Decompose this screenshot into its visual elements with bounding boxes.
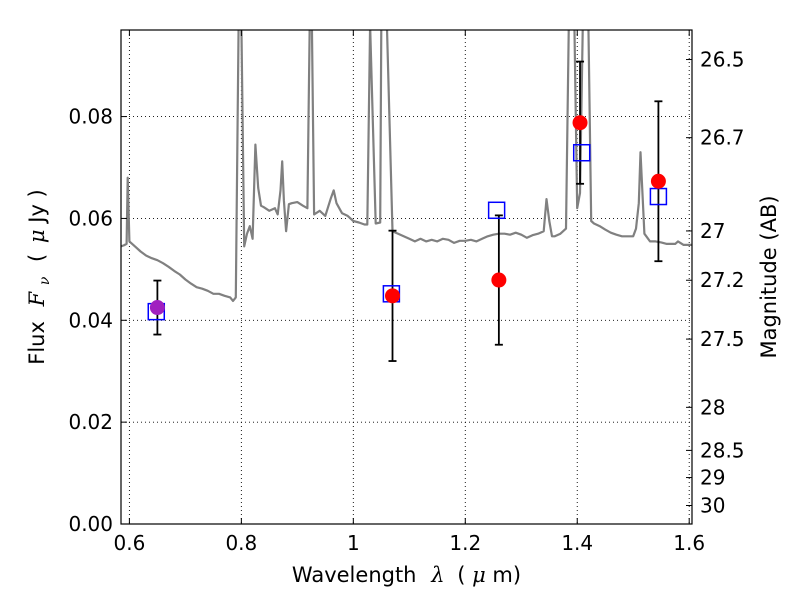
- y2-tick-label: 28: [700, 395, 725, 419]
- observed-point: [572, 115, 588, 131]
- y-axis-label-subscript: ν: [37, 276, 53, 285]
- x-tick-label: 0.8: [225, 531, 257, 555]
- y-axis-label-unit-rest: Jy ): [25, 189, 49, 225]
- model-spectrum-line: [121, 30, 692, 302]
- x-axis-label-unit-rest: m): [492, 563, 521, 587]
- x-axis-label-unit-open: (: [457, 563, 465, 587]
- observed-point: [491, 272, 507, 288]
- y2-tick-label: 29: [700, 466, 725, 490]
- y-tick-label: 0.06: [68, 206, 113, 230]
- y2-tick-label: 30: [700, 494, 725, 518]
- y-tick-label: 0.04: [68, 308, 113, 332]
- y2-tick-label: 27.2: [700, 268, 745, 292]
- y-tick-label: 0.00: [68, 512, 113, 536]
- x-axis-label-unit-mu: μ: [472, 563, 486, 587]
- y-axis-label-unit-open: (: [25, 254, 49, 262]
- y2-tick-label: 26.5: [700, 48, 745, 72]
- x-axis-label-prefix: Wavelength: [292, 563, 417, 587]
- observed-markers: [149, 115, 666, 316]
- y-axis-label: Flux F ν ( μ Jy ): [25, 189, 54, 365]
- ticks: 0.6 0.8 1 1.2 1.4 1.6 0.00 0.02 0.04 0.06 0.08 26.5…: [68, 30, 745, 555]
- plot-frame: [120, 29, 693, 525]
- x-tick-label: 1.6: [673, 531, 705, 555]
- model-band-marker: [572, 143, 591, 162]
- model-spectrum: [121, 30, 692, 302]
- y-tick-label: 0.08: [68, 105, 113, 129]
- y-tick-label: 0.02: [68, 410, 113, 434]
- model-band-marker: [487, 201, 506, 220]
- y-axis-label-unit-mu: μ: [25, 229, 49, 243]
- x-axis-label: Wavelength λ ( μ m): [292, 563, 521, 587]
- y2-tick-label: 28.5: [700, 438, 745, 462]
- x-tick-label: 1: [347, 531, 360, 555]
- x-tick-label: 1.2: [449, 531, 481, 555]
- x-axis-label-symbol: λ: [430, 563, 444, 587]
- observed-point: [385, 288, 401, 304]
- observed-point: [149, 300, 165, 316]
- x-tick-label: 0.6: [113, 531, 145, 555]
- y-axis-label-symbol: F: [25, 290, 49, 307]
- error-bars: [153, 60, 663, 362]
- x-tick-label: 1.4: [561, 531, 593, 555]
- y2-axis-label: Magnitude (AB): [757, 195, 781, 358]
- y2-tick-label: 26.7: [700, 126, 745, 150]
- y-axis-label-prefix: Flux: [25, 321, 49, 365]
- model-band-markers: [147, 143, 668, 321]
- y2-tick-label: 27: [700, 219, 725, 243]
- y2-tick-label: 27.5: [700, 327, 745, 351]
- grid: [121, 30, 692, 525]
- observed-point: [650, 173, 666, 189]
